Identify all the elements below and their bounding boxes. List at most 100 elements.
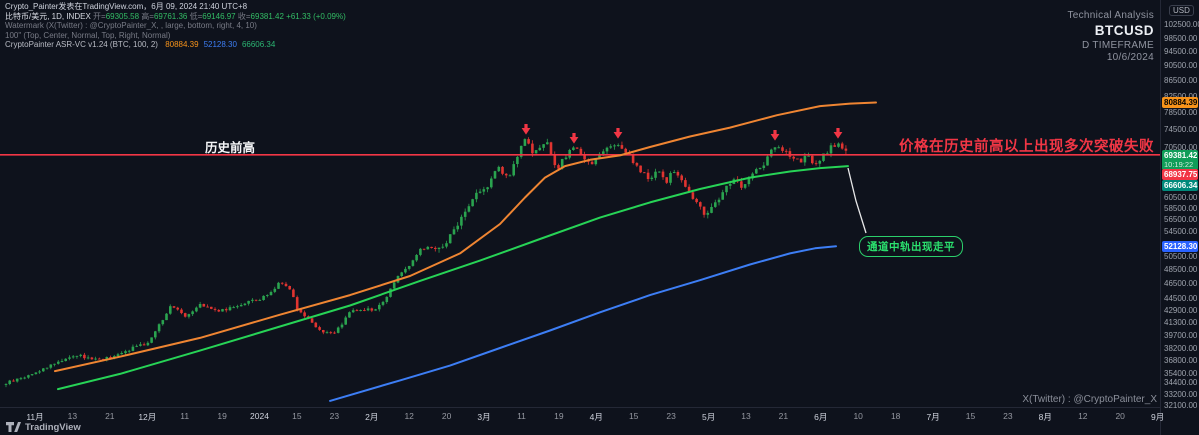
price-tick: 90500.00 xyxy=(1164,61,1198,71)
price-tick: 42900.00 xyxy=(1164,305,1198,315)
time-axis[interactable]: 11月 13 21 12月 11 19 2024 15 23 2月 12 20 3月 11 19 4月 15 23… xyxy=(0,407,1164,423)
price-tick: 33200.00 xyxy=(1164,389,1198,399)
watermark-date: 10/6/2024 xyxy=(1106,52,1154,63)
watermark-indicator-row[interactable]: Watermark (X(Twitter) : @CryptoPainter_X… xyxy=(5,21,257,31)
failed-breakout-annotation[interactable]: 价格在历史前高以上出现多次突破失败 xyxy=(899,139,1154,155)
time-label: 13 xyxy=(67,411,78,421)
symbol-ohlc-row[interactable]: 比特币/美元, 1D, INDEX 开=69305.58 高=69761.36 … xyxy=(5,12,346,22)
prev-high-label[interactable]: 历史前高 xyxy=(205,141,256,155)
arrow-down-icon xyxy=(770,130,780,141)
lower-band-line[interactable] xyxy=(329,245,837,402)
twitter-watermark: X(Twitter) : @CryptoPainter_X xyxy=(1022,394,1157,405)
time-label: 12月 xyxy=(138,412,157,422)
price-badge-lower-band: 52128.30 xyxy=(1162,240,1198,252)
time-label: 20 xyxy=(1115,411,1125,421)
indicator-values: 80884.39 52128.30 66606.34 xyxy=(165,40,276,50)
price-tick: 98500.00 xyxy=(1164,33,1198,43)
price-tick: 39700.00 xyxy=(1164,330,1198,340)
price-tick: 70500.00 xyxy=(1164,143,1198,152)
watermark-timeframe: D TIMEFRAME xyxy=(1081,40,1154,51)
time-label: 2月 xyxy=(365,412,379,422)
time-label: 8月 xyxy=(1038,412,1052,422)
price-tick: 48500.00 xyxy=(1164,265,1198,275)
time-label: 15 xyxy=(628,411,639,421)
time-label: 21 xyxy=(778,411,789,421)
label-indicator-row[interactable]: 100" (Top, Center, Normal, Top, Right, N… xyxy=(5,30,171,40)
price-tick: 50500.00 xyxy=(1164,252,1198,262)
arrow-down-icon xyxy=(569,133,579,144)
time-label: 21 xyxy=(105,411,115,421)
watermark-symbol: BTCUSD xyxy=(1094,23,1154,38)
technical-analysis-watermark: Technical Analysis BTCUSD D TIMEFRAME 10… xyxy=(1067,10,1154,64)
time-label: 5月 xyxy=(701,412,716,422)
indicator-title: CryptoPainter ASR-VC v1.24 (BTC, 100, 2) xyxy=(5,40,158,50)
price-tick: 34400.00 xyxy=(1164,377,1198,387)
price-tick: 44500.00 xyxy=(1164,293,1198,303)
time-label: 13 xyxy=(741,411,751,421)
time-label: 23 xyxy=(666,411,676,421)
price-tick: 54500.00 xyxy=(1164,227,1198,237)
arrow-down-icon xyxy=(833,128,843,139)
tradingview-logo-icon[interactable] xyxy=(6,422,21,433)
time-label: 4月 xyxy=(589,412,603,422)
price-tick: 102500.00 xyxy=(1164,20,1199,30)
price-tick: 60500.00 xyxy=(1164,193,1198,202)
price-tick: 38200.00 xyxy=(1164,343,1198,353)
time-label: 15 xyxy=(965,411,976,421)
time-label: 23 xyxy=(1003,411,1013,421)
time-label: 11 xyxy=(517,411,526,421)
ohlc-values: 开=69305.58 高=69761.36 低=69146.97 收=69381… xyxy=(93,11,346,21)
time-label: 23 xyxy=(329,411,340,421)
candles xyxy=(4,137,848,388)
time-label: 19 xyxy=(554,411,564,421)
time-label: 2024 xyxy=(250,411,269,421)
time-label: 19 xyxy=(217,411,227,421)
price-tick: 86500.00 xyxy=(1164,76,1198,85)
price-badge-last-price: 69381.42 10:19:22 xyxy=(1162,149,1198,170)
price-tick: 35400.00 xyxy=(1164,368,1198,378)
chart-canvas[interactable] xyxy=(0,0,1160,407)
price-tick: 58500.00 xyxy=(1164,204,1198,213)
price-axis[interactable]: USD 102500.00 98500.00 94500.00 90500.00 865… xyxy=(1160,0,1199,435)
price-tick: 82500.00 xyxy=(1164,91,1198,101)
time-label: 11月 xyxy=(26,412,44,422)
price-tick: 36800.00 xyxy=(1164,355,1198,365)
price-badge-upper-band: 80884.39 xyxy=(1162,97,1198,108)
mid-band-line[interactable] xyxy=(57,165,849,391)
publish-info: Crypto_Painter发表在TradingView.com，6月 09, … xyxy=(5,2,248,11)
arrow-down-icon xyxy=(613,128,623,139)
time-label: 3月 xyxy=(477,412,491,422)
chart-legend: Crypto_Painter发表在TradingView.com，6月 09, … xyxy=(5,2,346,50)
note-connector-line xyxy=(847,167,867,234)
symbol-title: 比特币/美元, 1D, INDEX xyxy=(5,11,91,21)
price-tick: 56500.00 xyxy=(1164,215,1198,225)
price-badge-prev-high: 68937.75 xyxy=(1162,168,1198,180)
time-label: 9月 xyxy=(1150,412,1165,422)
time-label: 12 xyxy=(404,411,414,421)
price-tick: 74500.00 xyxy=(1164,124,1198,134)
arrow-down-icon xyxy=(521,124,531,135)
tradingview-logo-text[interactable]: TradingView xyxy=(25,422,81,433)
time-label: 20 xyxy=(441,411,452,421)
time-label: 10 xyxy=(853,411,863,421)
price-tick: 94500.00 xyxy=(1164,47,1198,56)
price-tick: 32100.00 xyxy=(1164,400,1198,410)
time-label: 15 xyxy=(292,411,302,421)
time-label: 6月 xyxy=(814,412,828,422)
price-tick: 46500.00 xyxy=(1164,279,1198,289)
footer: TradingView xyxy=(6,422,81,433)
failed-breakout-arrows xyxy=(521,124,843,144)
asr-indicator-row[interactable]: CryptoPainter ASR-VC v1.24 (BTC, 100, 2)… xyxy=(5,40,346,50)
price-tick: 41300.00 xyxy=(1164,318,1198,327)
time-label: 11 xyxy=(180,411,190,421)
time-label: 12 xyxy=(1078,411,1088,421)
time-label: 18 xyxy=(890,411,901,421)
upper-band-line[interactable] xyxy=(54,101,877,373)
watermark-line1: Technical Analysis xyxy=(1067,10,1154,21)
time-label: 7月 xyxy=(926,412,940,422)
mid-band-flat-note[interactable]: 通道中轨出现走平 xyxy=(859,236,963,257)
price-unit-label[interactable]: USD xyxy=(1169,5,1194,16)
price-tick: 78500.00 xyxy=(1164,107,1198,117)
price-badge-mid-band: 66606.34 xyxy=(1162,180,1198,192)
